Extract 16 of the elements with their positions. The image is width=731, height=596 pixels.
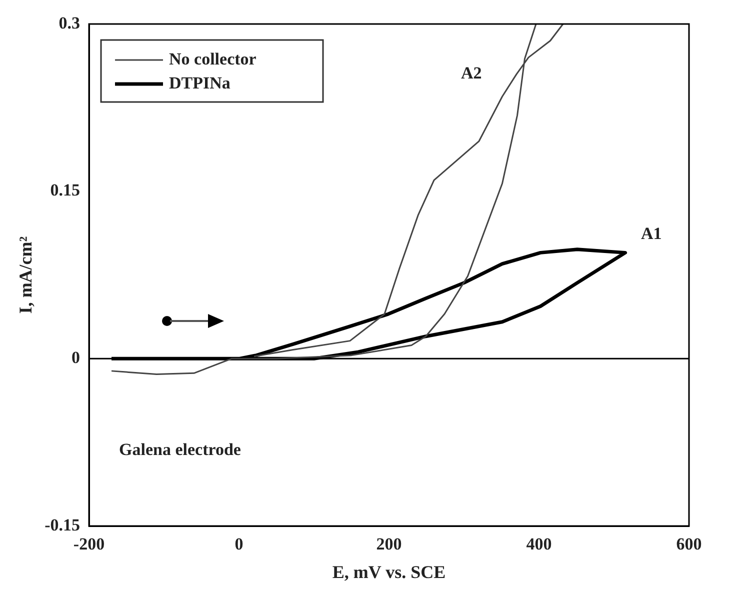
x-tick-label: 0 <box>234 534 244 554</box>
y-axis-title: I, mA/cm² <box>15 236 36 314</box>
annotation: A2 <box>461 64 482 83</box>
y-tick-label: 0.15 <box>50 180 80 200</box>
x-tick-label: 200 <box>376 534 402 554</box>
x-tick-label: 600 <box>676 534 702 554</box>
y-tick-label: 0.3 <box>58 13 80 32</box>
y-tick-label: 0 <box>72 348 80 368</box>
legend-label: No collector <box>169 49 257 68</box>
x-tick-label: -200 <box>73 534 105 554</box>
legend-label: DTPINa <box>169 73 231 92</box>
x-tick-label: 400 <box>526 534 552 554</box>
annotation: A1 <box>641 224 662 244</box>
annotation: Galena electrode <box>119 440 242 460</box>
x-axis-title: E, mV vs. SCE <box>332 562 446 582</box>
y-tick-label: -0.15 <box>44 515 80 534</box>
